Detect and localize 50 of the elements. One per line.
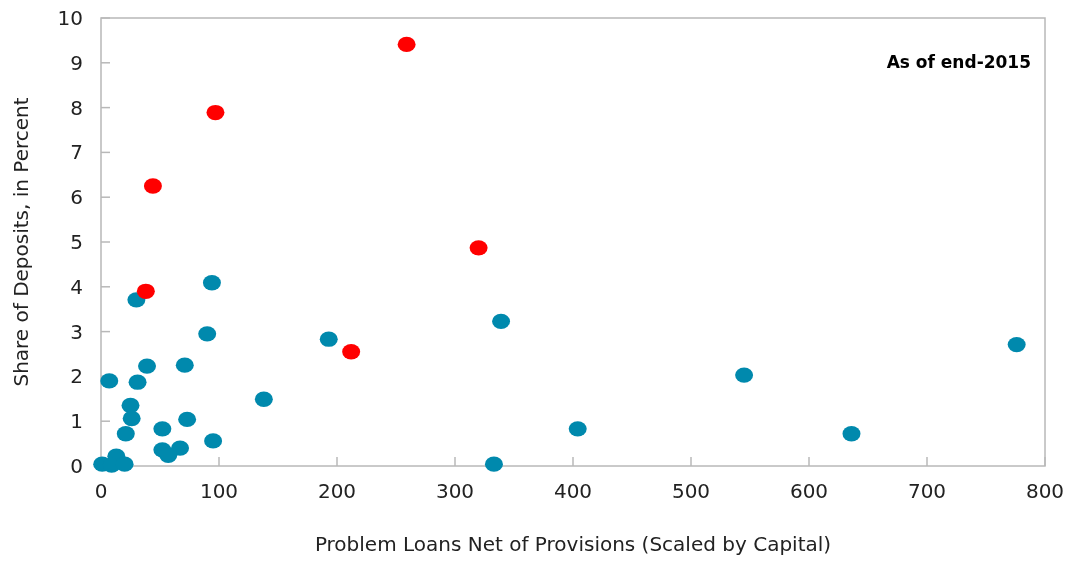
point: [204, 433, 223, 449]
point: [128, 374, 147, 390]
point: [100, 373, 119, 389]
point: [469, 240, 488, 256]
point: [116, 426, 135, 442]
point: [254, 391, 273, 407]
y-tick-label: 8: [70, 95, 83, 120]
point: [136, 283, 155, 299]
y-tick-label: 7: [70, 140, 83, 165]
point: [143, 178, 162, 194]
point: [175, 357, 194, 373]
point: [178, 411, 197, 428]
point: [153, 421, 172, 437]
x-tick-label: 500: [671, 479, 711, 503]
x-tick-label: 300: [435, 479, 475, 503]
annotation: As of end-2015: [886, 52, 1031, 72]
y-tick-label: 0: [70, 454, 83, 478]
x-axis-title: Problem Loans Net of Provisions (Scaled by Capital): [314, 532, 832, 556]
y-tick-label: 10: [57, 6, 83, 30]
y-tick-label: 3: [70, 319, 83, 344]
point: [735, 367, 754, 383]
y-tick-label: 4: [70, 274, 83, 299]
point: [842, 426, 861, 442]
x-tick-label: 200: [317, 479, 357, 503]
point: [202, 275, 221, 291]
point: [342, 344, 361, 360]
y-tick-label: 6: [70, 185, 83, 210]
point: [206, 104, 225, 121]
point: [159, 447, 178, 463]
x-tick-label: 800: [1025, 479, 1065, 503]
x-tick-label: 400: [553, 479, 593, 503]
point: [198, 326, 217, 342]
x-tick-label: 100: [199, 479, 239, 503]
point: [397, 36, 416, 53]
y-tick-label: 9: [70, 50, 83, 75]
point: [319, 331, 338, 347]
point: [138, 358, 157, 374]
x-tick-label: 0: [94, 479, 108, 503]
point: [122, 410, 141, 427]
x-tick-label: 700: [907, 479, 947, 503]
y-axis-title: Share of Deposits, in Percent: [9, 97, 33, 387]
point: [568, 421, 587, 437]
point: [492, 313, 511, 329]
point: [484, 456, 503, 472]
y-tick-label: 1: [70, 409, 83, 434]
point: [1007, 336, 1026, 353]
y-tick-label: 2: [70, 364, 83, 389]
y-tick-label: 5: [70, 230, 83, 254]
x-tick-label: 600: [789, 479, 829, 503]
point: [121, 397, 140, 414]
